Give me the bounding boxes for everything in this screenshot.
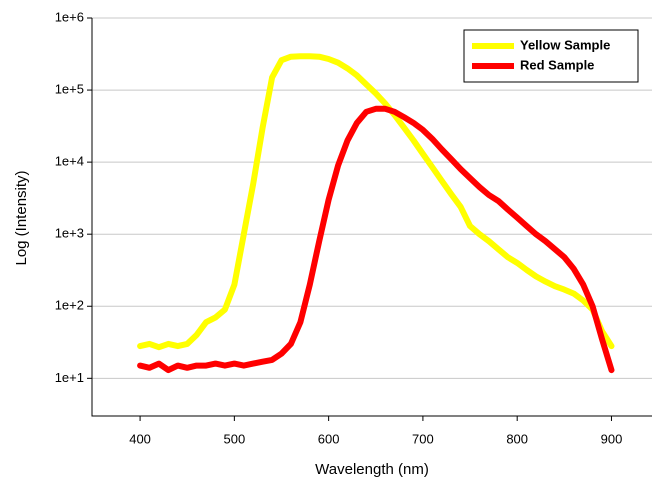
axes bbox=[91, 18, 652, 417]
x-tick-label: 800 bbox=[506, 431, 528, 446]
y-tick-label: 1e+4 bbox=[55, 154, 84, 169]
x-tick-label: 500 bbox=[224, 431, 246, 446]
y-tick-label: 1e+5 bbox=[55, 82, 84, 97]
x-tick-label: 600 bbox=[318, 431, 340, 446]
series-line bbox=[137, 105, 615, 374]
x-tick-label: 900 bbox=[601, 431, 623, 446]
y-tick-label: 1e+3 bbox=[55, 226, 84, 241]
legend-label: Yellow Sample bbox=[520, 37, 610, 52]
series-line bbox=[137, 53, 615, 351]
legend-box bbox=[463, 29, 639, 83]
x-axis-label: Wavelength (nm) bbox=[315, 461, 429, 478]
y-tick-label: 1e+6 bbox=[55, 9, 84, 24]
y-tick-label: 1e+1 bbox=[55, 370, 84, 385]
legend-label: Red Sample bbox=[520, 57, 594, 72]
y-axis-label: Log (Intensity) bbox=[13, 170, 30, 265]
y-tick-label: 1e+2 bbox=[55, 298, 84, 313]
x-tick-label: 700 bbox=[412, 431, 434, 446]
x-tick-label: 400 bbox=[129, 431, 151, 446]
